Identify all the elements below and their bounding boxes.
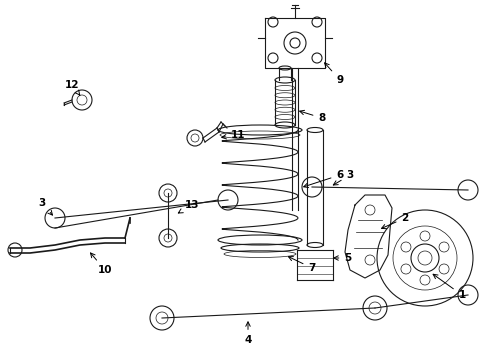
Text: 1: 1	[433, 274, 466, 300]
Text: 3: 3	[38, 198, 52, 215]
Text: 2: 2	[382, 213, 409, 229]
Text: 3: 3	[333, 170, 354, 185]
Text: 8: 8	[300, 110, 326, 123]
Text: 12: 12	[65, 80, 80, 95]
Text: 10: 10	[91, 253, 112, 275]
Text: 4: 4	[245, 322, 252, 345]
Text: 11: 11	[222, 130, 245, 140]
Text: 7: 7	[289, 257, 316, 273]
Text: 9: 9	[324, 63, 343, 85]
Text: 6: 6	[304, 170, 343, 188]
Text: 13: 13	[178, 200, 199, 213]
Text: 5: 5	[334, 253, 352, 263]
